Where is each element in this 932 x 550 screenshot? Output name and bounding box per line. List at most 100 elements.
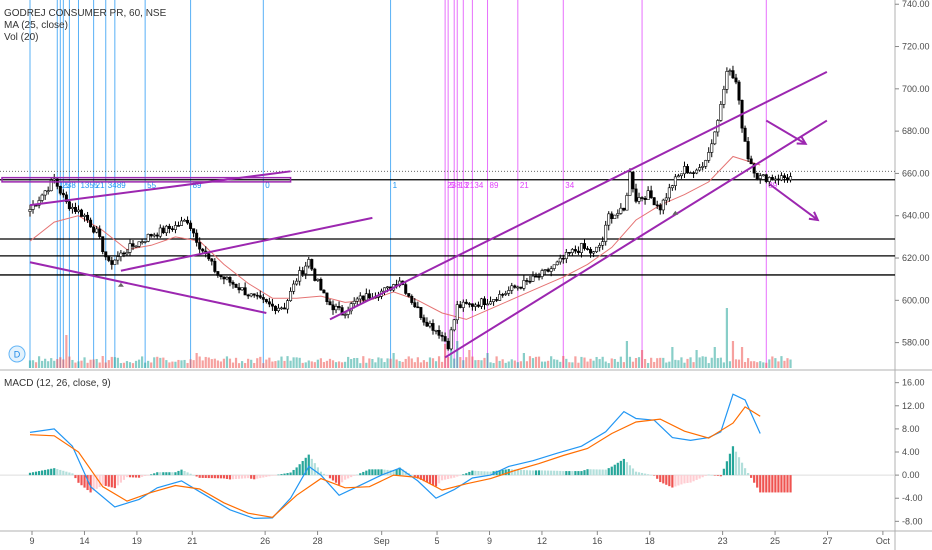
macd-histogram-bar bbox=[259, 475, 262, 479]
volume-bar bbox=[334, 362, 338, 368]
time-axis[interactable]: 9 14 19 21 26 28 Sep 5 9 12 16 18 23 25 27 Oct bbox=[29, 531, 890, 546]
volume-bar bbox=[604, 361, 607, 368]
volume-bar bbox=[425, 361, 429, 368]
candle-body bbox=[252, 293, 256, 296]
macd-histogram-bar bbox=[47, 469, 50, 476]
volume-bar bbox=[286, 356, 289, 368]
candle-body bbox=[73, 206, 77, 212]
candle-body bbox=[682, 166, 686, 175]
trendline[interactable] bbox=[29, 261, 267, 314]
macd-histogram-bar bbox=[571, 471, 574, 476]
macd-histogram-bar bbox=[559, 470, 562, 476]
macd-histogram-bar bbox=[28, 472, 32, 476]
candle-body bbox=[307, 259, 311, 267]
macd-histogram-bar bbox=[565, 471, 568, 476]
macd-histogram-bar bbox=[274, 475, 277, 476]
volume-bar bbox=[450, 335, 453, 368]
macd-histogram-bar bbox=[131, 475, 135, 478]
fib-time-label: 1355 bbox=[80, 181, 98, 190]
candle-body bbox=[564, 251, 568, 259]
volume-bar bbox=[56, 359, 59, 368]
volume-bar bbox=[650, 357, 653, 368]
candle-body bbox=[131, 243, 135, 247]
macd-histogram-bar bbox=[253, 475, 256, 480]
macd-histogram-bar bbox=[137, 475, 141, 478]
volume-bar bbox=[147, 360, 150, 368]
candle-body bbox=[552, 264, 556, 269]
macd-line bbox=[29, 393, 761, 520]
candle-body bbox=[782, 175, 786, 179]
macd-histogram-bar bbox=[628, 465, 632, 476]
candle-body bbox=[234, 283, 238, 288]
fib-time-label: 5 bbox=[450, 181, 455, 190]
candle-body bbox=[586, 248, 590, 250]
macd-histogram-bar bbox=[486, 471, 489, 476]
macd-histogram-bar bbox=[647, 474, 650, 476]
macd-histogram-bar bbox=[204, 475, 207, 478]
arrow-shaft[interactable] bbox=[768, 183, 819, 221]
dividend-badge-label: D bbox=[14, 350, 21, 360]
fib-time-label: 1 bbox=[59, 181, 64, 190]
volume-bar bbox=[44, 358, 47, 368]
arrow-shaft[interactable] bbox=[765, 119, 807, 145]
macd-histogram-bar bbox=[286, 473, 289, 476]
macd-histogram-bar bbox=[159, 472, 162, 476]
candle-body bbox=[692, 172, 696, 174]
dividend-badge[interactable]: D bbox=[8, 345, 26, 363]
macd-histogram-bar bbox=[540, 470, 544, 476]
volume-bar bbox=[344, 361, 347, 368]
arrow-head[interactable] bbox=[796, 135, 808, 145]
volume-bar bbox=[710, 357, 713, 368]
volume-bar bbox=[559, 361, 562, 368]
candle-body bbox=[316, 278, 320, 281]
drawing-tools[interactable] bbox=[1, 71, 828, 359]
macd-histogram-bar bbox=[362, 471, 365, 476]
macd-histogram-bar bbox=[465, 473, 468, 476]
dividend-badge-circle[interactable] bbox=[8, 345, 26, 363]
arrow-head[interactable] bbox=[808, 211, 820, 222]
fib-time-label: 89 bbox=[117, 181, 126, 190]
macd-histogram-bar bbox=[665, 475, 668, 485]
volume-bar bbox=[656, 358, 659, 368]
trendline[interactable] bbox=[329, 71, 828, 321]
macd-histogram-bar bbox=[125, 475, 129, 478]
volume-bar bbox=[510, 359, 513, 368]
candle-body bbox=[137, 241, 141, 247]
range-box[interactable] bbox=[1, 176, 292, 183]
volume-bar bbox=[265, 359, 268, 368]
volume-bar bbox=[362, 356, 365, 368]
price-axis-label: 740.00 bbox=[902, 0, 930, 9]
volume-bar bbox=[389, 358, 392, 368]
macd-histogram-bar bbox=[398, 467, 401, 476]
macd-histogram-bar bbox=[228, 475, 232, 480]
volume-bar bbox=[768, 359, 771, 368]
volume-bar bbox=[583, 357, 586, 368]
volume-bar bbox=[289, 360, 292, 368]
macd-histogram-bar bbox=[365, 470, 368, 476]
candle-body bbox=[437, 330, 441, 336]
macd-histogram-bar bbox=[271, 475, 274, 476]
macd-histogram-bar bbox=[722, 468, 725, 476]
candle-body bbox=[622, 207, 626, 211]
trendline[interactable] bbox=[444, 119, 828, 359]
candle-body bbox=[289, 291, 293, 301]
trendline[interactable] bbox=[120, 216, 373, 272]
volume-bar bbox=[619, 356, 622, 368]
time-axis-label: 18 bbox=[645, 536, 655, 546]
macd-histogram-bar bbox=[353, 475, 356, 476]
volume-bar bbox=[653, 361, 656, 368]
candle-body bbox=[770, 177, 774, 180]
macd-histogram-bar bbox=[786, 475, 789, 493]
signal-marker bbox=[117, 282, 124, 287]
candle-body bbox=[634, 188, 638, 202]
price-axis[interactable]: 740.00 720.00 700.00 680.00 660.00 640.00 620.… bbox=[895, 0, 930, 526]
volume-bar bbox=[622, 362, 625, 368]
volume-bar bbox=[307, 360, 310, 368]
volume-bar bbox=[459, 357, 462, 368]
candle-body bbox=[222, 276, 226, 280]
volume-bar bbox=[589, 358, 592, 368]
candle-body bbox=[604, 224, 608, 242]
macd-histogram-bar bbox=[250, 475, 253, 479]
macd-histogram-bar bbox=[453, 475, 456, 478]
